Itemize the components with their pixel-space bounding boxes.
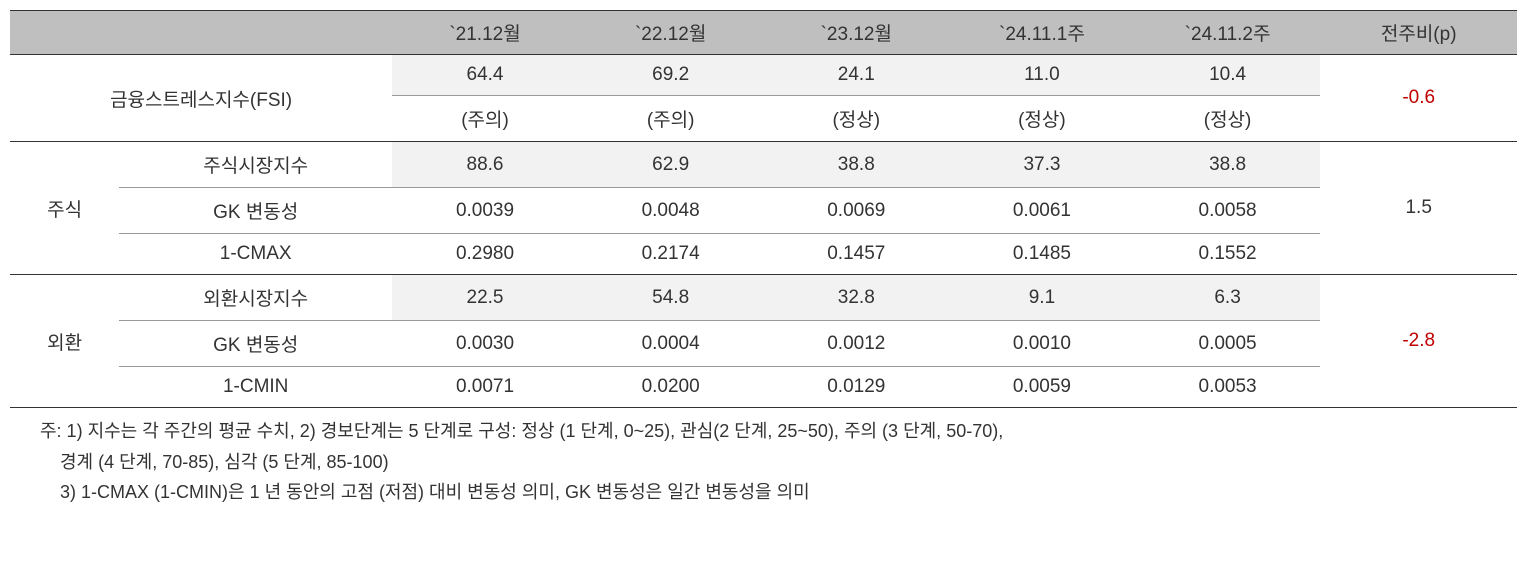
fx-row2-name: 1-CMIN xyxy=(119,367,392,408)
stock-r2-v0: 0.2980 xyxy=(392,234,578,275)
fsi-val-2: 24.1 xyxy=(763,55,949,96)
fsi-wow: -0.6 xyxy=(1320,55,1517,142)
fx-r0-v3: 9.1 xyxy=(949,275,1135,321)
fx-r2-v0: 0.0071 xyxy=(392,367,578,408)
stock-r0-v3: 37.3 xyxy=(949,142,1135,188)
fx-label: 외환 xyxy=(10,275,119,408)
fx-r0-v1: 54.8 xyxy=(578,275,764,321)
fsi-status-3: (정상) xyxy=(949,96,1135,142)
stock-r0-v0: 88.6 xyxy=(392,142,578,188)
stock-r0-v4: 38.8 xyxy=(1135,142,1321,188)
fx-r0-v4: 6.3 xyxy=(1135,275,1321,321)
fx-row-1: GK 변동성 0.0030 0.0004 0.0012 0.0010 0.000… xyxy=(10,321,1517,367)
stock-row-2: 1-CMAX 0.2980 0.2174 0.1457 0.1485 0.155… xyxy=(10,234,1517,275)
fx-r0-v2: 32.8 xyxy=(763,275,949,321)
header-blank xyxy=(10,11,392,55)
stock-r1-v3: 0.0061 xyxy=(949,188,1135,234)
header-2212: `22.12월 xyxy=(578,11,764,55)
fx-r1-v4: 0.0005 xyxy=(1135,321,1321,367)
header-wow: 전주비(p) xyxy=(1320,11,1517,55)
fx-row-0: 외환 외환시장지수 22.5 54.8 32.8 9.1 6.3 -2.8 xyxy=(10,275,1517,321)
footnote-line-1: 주: 1) 지수는 각 주간의 평균 수치, 2) 경보단계는 5 단계로 구성… xyxy=(40,416,1487,447)
fx-r1-v3: 0.0010 xyxy=(949,321,1135,367)
fsi-value-row: 금융스트레스지수(FSI) 64.4 69.2 24.1 11.0 10.4 -… xyxy=(10,55,1517,96)
fx-row1-name: GK 변동성 xyxy=(119,321,392,367)
stock-r0-v2: 38.8 xyxy=(763,142,949,188)
fsi-status-1: (주의) xyxy=(578,96,764,142)
fsi-status-2: (정상) xyxy=(763,96,949,142)
stock-r2-v2: 0.1457 xyxy=(763,234,949,275)
fx-row0-name: 외환시장지수 xyxy=(119,275,392,321)
fsi-status-0: (주의) xyxy=(392,96,578,142)
stock-r2-v4: 0.1552 xyxy=(1135,234,1321,275)
fx-r1-v1: 0.0004 xyxy=(578,321,764,367)
fx-r1-v0: 0.0030 xyxy=(392,321,578,367)
stock-r1-v1: 0.0048 xyxy=(578,188,764,234)
stock-r2-v1: 0.2174 xyxy=(578,234,764,275)
table-header: `21.12월 `22.12월 `23.12월 `24.11.1주 `24.11… xyxy=(10,11,1517,55)
fx-r2-v1: 0.0200 xyxy=(578,367,764,408)
fx-wow: -2.8 xyxy=(1320,275,1517,408)
header-2312: `23.12월 xyxy=(763,11,949,55)
header-2411w2: `24.11.2주 xyxy=(1135,11,1321,55)
fx-r2-v3: 0.0059 xyxy=(949,367,1135,408)
fsi-status-4: (정상) xyxy=(1135,96,1321,142)
fsi-table-container: `21.12월 `22.12월 `23.12월 `24.11.1주 `24.11… xyxy=(10,10,1517,508)
footnotes: 주: 1) 지수는 각 주간의 평균 수치, 2) 경보단계는 5 단계로 구성… xyxy=(10,408,1517,508)
fsi-val-4: 10.4 xyxy=(1135,55,1321,96)
stock-r1-v0: 0.0039 xyxy=(392,188,578,234)
fx-r1-v2: 0.0012 xyxy=(763,321,949,367)
footnote-line-3: 3) 1-CMAX (1-CMIN)은 1 년 동안의 고점 (저점) 대비 변… xyxy=(40,477,1487,508)
stock-row0-name: 주식시장지수 xyxy=(119,142,392,188)
stock-row1-name: GK 변동성 xyxy=(119,188,392,234)
footnote-line-2: 경계 (4 단계, 70-85), 심각 (5 단계, 85-100) xyxy=(40,447,1487,478)
fsi-val-1: 69.2 xyxy=(578,55,764,96)
fx-r2-v2: 0.0129 xyxy=(763,367,949,408)
stock-r0-v1: 62.9 xyxy=(578,142,764,188)
fx-r0-v0: 22.5 xyxy=(392,275,578,321)
fsi-val-3: 11.0 xyxy=(949,55,1135,96)
stock-r2-v3: 0.1485 xyxy=(949,234,1135,275)
fsi-label: 금융스트레스지수(FSI) xyxy=(10,55,392,142)
fsi-table: `21.12월 `22.12월 `23.12월 `24.11.1주 `24.11… xyxy=(10,10,1517,408)
stock-r1-v2: 0.0069 xyxy=(763,188,949,234)
stock-wow: 1.5 xyxy=(1320,142,1517,275)
stock-r1-v4: 0.0058 xyxy=(1135,188,1321,234)
fx-r2-v4: 0.0053 xyxy=(1135,367,1321,408)
header-2411w1: `24.11.1주 xyxy=(949,11,1135,55)
stock-row-0: 주식 주식시장지수 88.6 62.9 38.8 37.3 38.8 1.5 xyxy=(10,142,1517,188)
header-2112: `21.12월 xyxy=(392,11,578,55)
fsi-val-0: 64.4 xyxy=(392,55,578,96)
stock-row-1: GK 변동성 0.0039 0.0048 0.0069 0.0061 0.005… xyxy=(10,188,1517,234)
stock-label: 주식 xyxy=(10,142,119,275)
stock-row2-name: 1-CMAX xyxy=(119,234,392,275)
fx-row-2: 1-CMIN 0.0071 0.0200 0.0129 0.0059 0.005… xyxy=(10,367,1517,408)
